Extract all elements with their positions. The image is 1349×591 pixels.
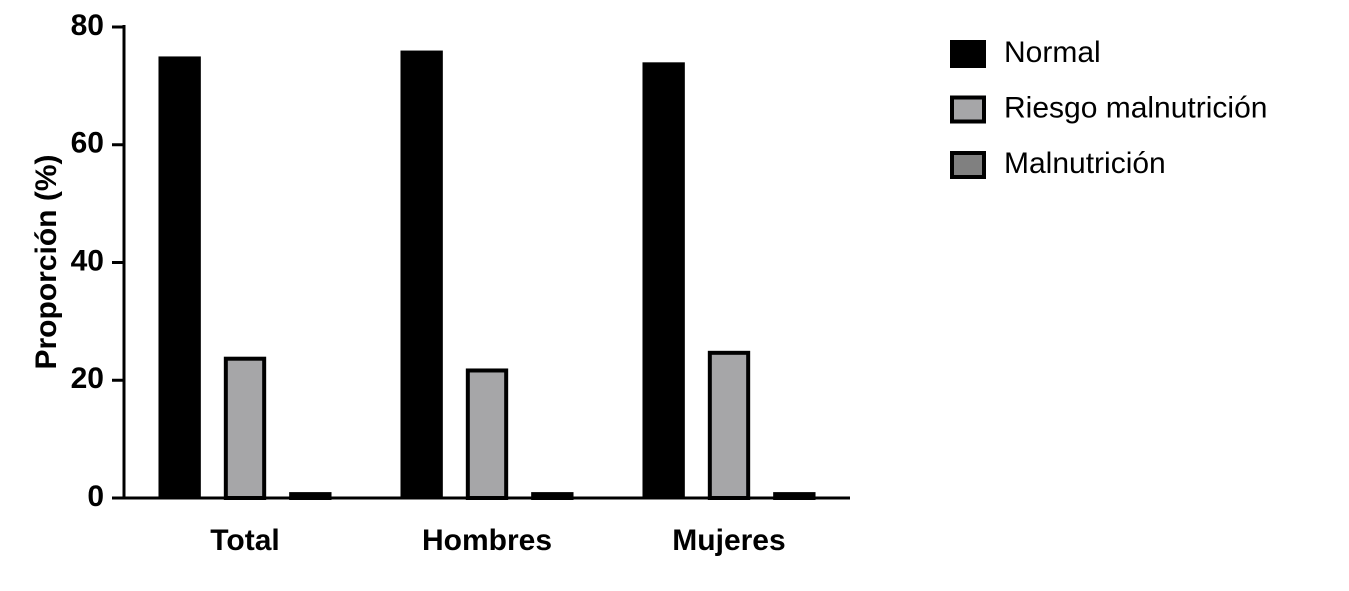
x-tick-label: Hombres — [422, 524, 552, 557]
x-tick-label: Mujeres — [672, 524, 785, 557]
bar — [707, 350, 751, 500]
legend-swatch — [950, 151, 986, 179]
y-tick-label: 20 — [71, 362, 104, 395]
y-tick-label: 0 — [87, 480, 104, 513]
bar — [642, 62, 685, 498]
legend-swatch — [950, 95, 986, 124]
legend-swatch — [950, 40, 986, 68]
y-axis-label: Proporción (%) — [30, 155, 63, 370]
y-tick-label: 40 — [71, 244, 104, 277]
legend-label: Riesgo malnutrición — [1004, 91, 1267, 124]
y-tick-label: 80 — [71, 9, 104, 42]
bar — [158, 56, 201, 498]
y-tick-label: 60 — [71, 127, 104, 160]
bar — [400, 50, 443, 499]
legend-label: Normal — [1004, 36, 1101, 69]
bar — [223, 356, 267, 501]
bar — [465, 368, 509, 501]
legend-label: Malnutrición — [1004, 147, 1166, 180]
x-tick-label: Total — [210, 524, 279, 557]
